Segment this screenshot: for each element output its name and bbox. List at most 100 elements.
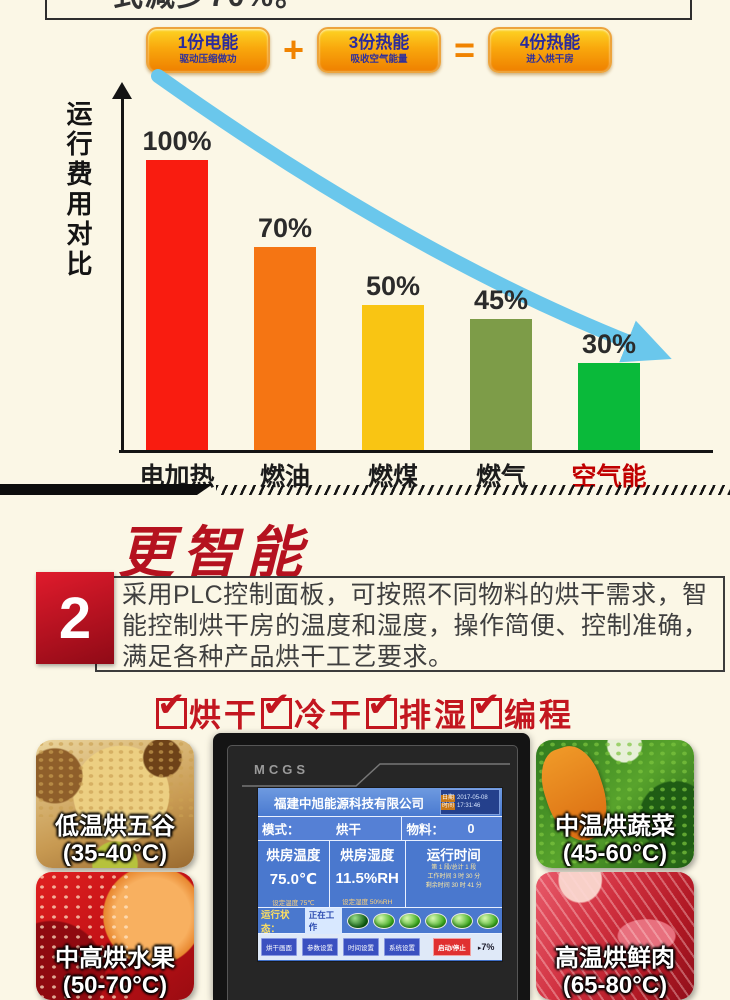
tile-temp-range: (35-40°C) (62, 840, 168, 867)
humidity-value: 11.5%RH (335, 870, 399, 887)
formula-badge-absorbed-heat: 3份热能 吸收空气能量 (317, 27, 442, 73)
date-value: 2017-05-08 (457, 794, 488, 801)
tile-vegetables: 中温烘蔬菜 (45-60°C) (536, 740, 694, 868)
humidity-setpoint: 设定湿度 50%RH (342, 899, 393, 906)
badge-subtitle: 驱动压缩做功 (179, 54, 237, 65)
runtime-line: 第 1 段/总计 1 段 (431, 865, 477, 871)
formula-badge-output-heat: 4份热能 进入烘干房 (488, 27, 613, 73)
badge-title: 4份热能 (519, 33, 581, 52)
tile-temp-range: (45-60°C) (562, 840, 668, 867)
badge-subtitle: 进入烘干房 (526, 54, 574, 65)
percent-readout: ▸7% (477, 942, 495, 952)
meat-image (536, 872, 694, 1000)
checkbox-icon: ✔ (471, 686, 503, 729)
checkmark-icon: ✔ (472, 685, 501, 724)
indicator-lights (347, 912, 499, 929)
checkbox-icon: ✔ (366, 686, 397, 729)
feature-label: 烘干 (188, 697, 259, 733)
bar-value-label: 100% (142, 126, 212, 156)
triangle-icon: ▸ (477, 945, 482, 952)
section-number-badge: 2 (36, 572, 114, 664)
bar-电加热 (146, 160, 208, 450)
tile-meat: 高温烘鲜肉 (65-80°C) (536, 872, 694, 1000)
section-text-box (95, 576, 725, 672)
feature-list: ✔ 烘干 ✔ 冷干 ✔ 排湿 ✔ 编程 (0, 686, 730, 736)
screen-button-4[interactable]: 系统设置 (384, 938, 420, 956)
bar-value-label: 45% (473, 285, 529, 315)
tile-fruits: 中高烘水果 (50-70°C) (36, 872, 194, 1000)
mode-row: 模式： 烘干 物料： 0 (258, 817, 502, 841)
plus-sign: + (283, 29, 305, 70)
runtime-line: 工作时间 3 时 30 分 (427, 874, 481, 880)
bar-燃煤 (362, 305, 424, 450)
screen-title-bar: 福建中旭能源科技有限公司 日期 2017-05-08 时间 17:31:46 (258, 788, 502, 817)
section-body-text: 采用PLC控制面板，可按照不同物料的烘干需求，智能控制烘干房的温度和湿度，操作简… (122, 581, 709, 671)
bar-value-label: 30% (581, 329, 637, 359)
mode-label: 模式： (262, 823, 300, 837)
section-heading: 更智能 (118, 520, 310, 586)
bar-chart: 运行费用对比 100% 电加热 70% 燃油 50% 燃煤 45% 燃气 30% 空气能 (63, 69, 713, 491)
material-label: 物料： (406, 823, 444, 837)
readout-row: 烘房温度 75.0℃ 设定温度 75℃ 烘房湿度 11.5%RH 设定湿度 50… (258, 841, 502, 908)
checkbox-icon: ✔ (155, 686, 187, 729)
y-axis-arrow-icon (112, 82, 132, 99)
energy-formula: 1份电能 驱动压缩做功 + 3份热能 吸收空气能量 = 4份热能 进入烘干房 (146, 27, 613, 73)
bar-燃气 (470, 319, 532, 450)
badge-title: 3份热能 (348, 33, 410, 52)
checkmark-icon: ✔ (367, 685, 396, 724)
temp-setpoint: 设定温度 75℃ (272, 900, 315, 907)
feature-program: ✔ 编程 (471, 686, 575, 736)
indicator-light (399, 912, 421, 929)
start-stop-button[interactable]: 启动/停止 (433, 938, 471, 956)
status-label: 运行状态： (261, 909, 290, 935)
runtime-line: 剩余时间 30 时 41 分 (425, 883, 482, 889)
indicator-light (347, 912, 369, 929)
equals-sign: = (454, 29, 476, 70)
material-value: 0 (467, 821, 475, 836)
tile-name: 低温烘五谷 (55, 813, 175, 840)
feature-cold-dry: ✔ 冷干 (260, 686, 364, 736)
bar-value-label: 50% (365, 271, 421, 301)
y-axis (121, 96, 124, 452)
datetime-box: 日期 2017-05-08 时间 17:31:46 (440, 789, 500, 815)
tile-label: 高温烘鲜肉 (65-80°C) (536, 945, 694, 999)
tile-label: 中高烘水果 (50-70°C) (36, 945, 194, 999)
feature-label: 编程 (504, 697, 575, 733)
company-name: 福建中旭能源科技有限公司 (273, 796, 424, 811)
badge-subtitle: 吸收空气能量 (350, 54, 408, 65)
temp-value: 75.0℃ (269, 871, 318, 888)
mode-value: 烘干 (335, 823, 361, 837)
time-label: 时间 (441, 802, 456, 810)
feature-drying: ✔ 烘干 (155, 686, 259, 736)
divider-solid-bar (0, 484, 213, 495)
formula-badge-electric: 1份电能 驱动压缩做功 (146, 27, 270, 73)
checkmark-icon: ✔ (156, 685, 186, 724)
tile-name: 中温烘蔬菜 (555, 813, 675, 840)
screen-button-1[interactable]: 烘干画面 (261, 938, 297, 956)
screen-button-2[interactable]: 参数设置 (302, 938, 338, 956)
humidity-cell: 烘房湿度 11.5%RH 设定湿度 50%RH (329, 841, 406, 907)
checkmark-icon: ✔ (261, 685, 291, 724)
screen-button-row: 烘干画面 参数设置 时间设置 系统设置 启动/停止 ▸7% (258, 934, 502, 960)
feature-label: 冷干 (293, 697, 364, 733)
feature-dehumidify: ✔ 排湿 (366, 686, 470, 736)
tile-grains: 低温烘五谷 (35-40°C) (36, 740, 194, 868)
divider-hatch-stripes (216, 485, 730, 495)
tile-label: 低温烘五谷 (35-40°C) (36, 813, 194, 867)
tile-name: 高温烘鲜肉 (555, 945, 675, 972)
bar-空气能 (578, 363, 640, 450)
fruits-image (36, 872, 194, 1000)
feature-label: 排湿 (399, 697, 470, 733)
plc-touchscreen: 福建中旭能源科技有限公司 日期 2017-05-08 时间 17:31:46 模式：… (257, 787, 503, 962)
tile-name: 中高烘水果 (55, 945, 175, 972)
status-row: 运行状态： 正在工作 (258, 907, 502, 935)
badge-title: 1份电能 (177, 33, 239, 52)
grains-image (36, 740, 194, 868)
checkbox-icon: ✔ (260, 686, 292, 729)
screen-button-3[interactable]: 时间设置 (343, 938, 379, 956)
time-value: 17:31:46 (457, 802, 481, 809)
humidity-header: 烘房湿度 (340, 848, 395, 863)
indicator-light (373, 912, 395, 929)
panel-brand: MCGS (254, 762, 309, 777)
